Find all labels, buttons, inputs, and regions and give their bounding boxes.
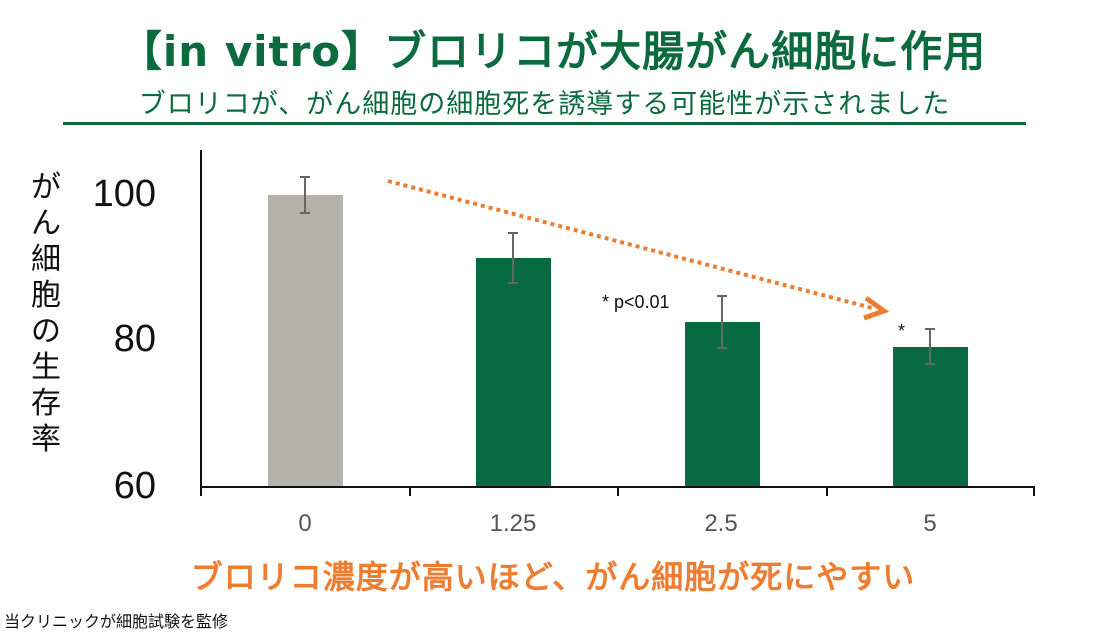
x-tick-label: 5	[923, 510, 937, 537]
error-bar-cap	[300, 176, 310, 179]
x-tick-label: 2.5	[704, 510, 738, 537]
significance-annotation: * p<0.01	[602, 292, 670, 312]
bar-2.5	[684, 322, 760, 486]
y-tick-100: 100	[92, 173, 156, 215]
error-bar-cap	[925, 328, 935, 331]
error-bar	[721, 296, 723, 348]
error-bar	[929, 329, 931, 365]
error-bar-cap	[508, 281, 518, 284]
x-tick-mark	[1033, 486, 1035, 496]
y-tick-60: 60	[113, 465, 156, 507]
bar-1.25	[475, 257, 551, 486]
error-bar-cap	[717, 346, 727, 349]
x-tick-mark	[617, 486, 619, 496]
y-axis	[200, 150, 202, 488]
x-tick-mark	[200, 486, 202, 496]
bar-5	[892, 346, 968, 486]
x-tick-mark	[409, 486, 411, 496]
page-subtitle: ブロリコが、がん細胞の細胞死を誘導する可能性が示されました	[63, 88, 1026, 125]
error-bar-cap	[300, 211, 310, 214]
x-tick-label: 1.25	[489, 510, 537, 537]
conclusion-text: ブロリコ濃度が高いほど、がん細胞が死にやすい	[190, 558, 916, 596]
x-tick-label: 0	[298, 510, 312, 537]
page-title: 【in vitro】ブロリコが大腸がん細胞に作用	[119, 27, 987, 76]
error-bar	[512, 232, 514, 283]
error-bar-cap	[717, 295, 727, 298]
x-tick-mark	[826, 486, 828, 496]
error-bar-cap	[508, 231, 518, 234]
bar-0	[267, 195, 343, 486]
error-bar-cap	[925, 363, 935, 366]
error-bar	[304, 177, 306, 213]
y-axis-label: がん細胞の生存率	[31, 170, 61, 457]
footnote: 当クリニックが細胞試験を監修	[4, 612, 229, 631]
y-tick-80: 80	[113, 318, 156, 360]
significance-star: *	[898, 321, 906, 341]
